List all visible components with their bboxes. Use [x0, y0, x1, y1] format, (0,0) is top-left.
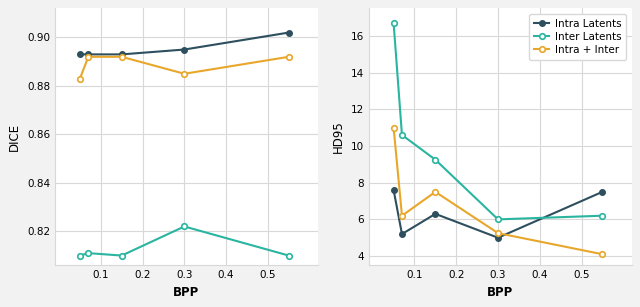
Line: Inter Latents: Inter Latents — [77, 224, 292, 258]
Intra Latents — [398, 232, 406, 236]
Intra Latents — [84, 52, 92, 56]
Intra Latents — [285, 31, 292, 34]
Intra + Inter — [494, 231, 502, 235]
Inter Latents — [285, 254, 292, 257]
Line: Intra Latents: Intra Latents — [391, 187, 605, 240]
Intra + Inter — [431, 190, 439, 194]
Inter Latents — [180, 225, 188, 228]
X-axis label: BPP: BPP — [173, 286, 200, 299]
Intra Latents — [180, 48, 188, 51]
Intra Latents — [494, 236, 502, 239]
Inter Latents — [118, 254, 125, 257]
Intra Latents — [118, 52, 125, 56]
Intra + Inter — [390, 126, 397, 130]
Intra + Inter — [398, 214, 406, 218]
Intra + Inter — [76, 77, 84, 80]
Intra + Inter — [84, 55, 92, 59]
Intra + Inter — [285, 55, 292, 59]
Intra + Inter — [598, 252, 606, 256]
Intra + Inter — [180, 72, 188, 76]
Inter Latents — [598, 214, 606, 218]
Inter Latents — [84, 251, 92, 255]
Line: Inter Latents: Inter Latents — [391, 20, 605, 222]
Intra + Inter — [118, 55, 125, 59]
Intra Latents — [431, 212, 439, 216]
Y-axis label: DICE: DICE — [8, 123, 21, 151]
Inter Latents — [76, 254, 84, 257]
Line: Intra + Inter: Intra + Inter — [391, 125, 605, 257]
Inter Latents — [390, 21, 397, 25]
Intra Latents — [390, 188, 397, 192]
Line: Intra + Inter: Intra + Inter — [77, 54, 292, 81]
X-axis label: BPP: BPP — [487, 286, 513, 299]
Inter Latents — [398, 133, 406, 137]
Intra Latents — [598, 190, 606, 194]
Y-axis label: HD95: HD95 — [332, 120, 345, 153]
Intra Latents — [76, 52, 84, 56]
Inter Latents — [494, 218, 502, 221]
Line: Intra Latents: Intra Latents — [77, 30, 292, 57]
Legend: Intra Latents, Inter Latents, Intra + Inter: Intra Latents, Inter Latents, Intra + In… — [529, 14, 627, 60]
Inter Latents — [431, 158, 439, 161]
